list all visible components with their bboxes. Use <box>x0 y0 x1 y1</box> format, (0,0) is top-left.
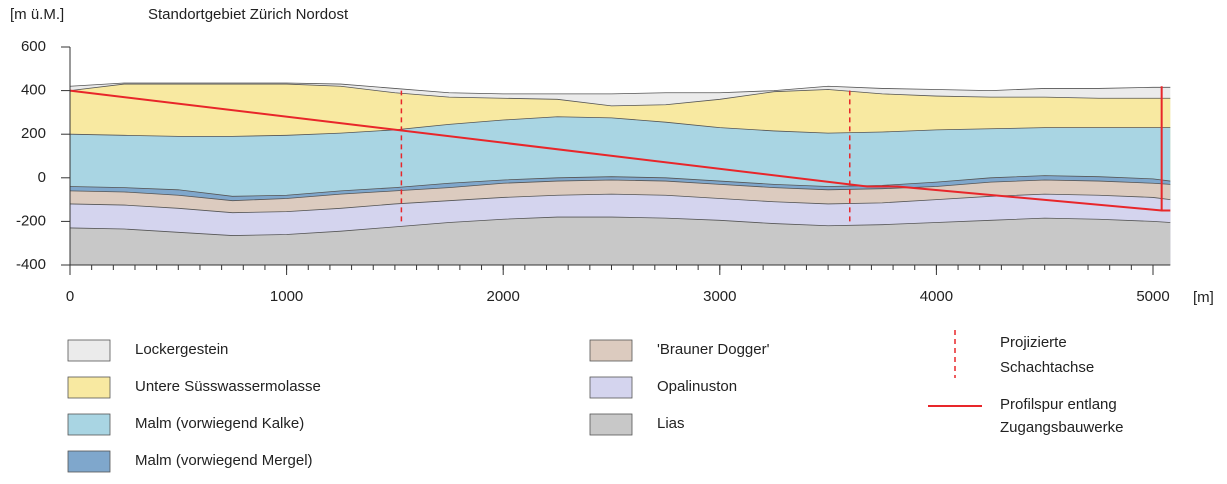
x-axis-label: [m] <box>1193 289 1214 306</box>
chart-title: Standortgebiet Zürich Nordost <box>148 6 349 23</box>
legend-label: Zugangsbauwerke <box>1000 419 1123 436</box>
legend-label: 'Brauner Dogger' <box>657 341 770 358</box>
legend-label: Projizierte <box>1000 334 1067 351</box>
legend-swatch <box>68 340 110 361</box>
x-tick-label: 4000 <box>920 288 953 305</box>
x-tick-label: 1000 <box>270 288 303 305</box>
legend-swatch <box>68 377 110 398</box>
x-tick-label: 2000 <box>487 288 520 305</box>
legend-label: Opalinuston <box>657 378 737 395</box>
legend-label: Malm (vorwiegend Mergel) <box>135 452 313 469</box>
y-tick-label: -200 <box>16 212 46 229</box>
legend-label: Lockergestein <box>135 341 228 358</box>
x-tick-label: 0 <box>66 288 74 305</box>
y-tick-label: 600 <box>21 38 46 55</box>
legend-swatch <box>590 377 632 398</box>
y-tick-label: 200 <box>21 125 46 142</box>
legend-label: Schachtachse <box>1000 359 1094 376</box>
legend-swatch <box>68 451 110 472</box>
legend-swatch <box>590 414 632 435</box>
legend-swatch <box>68 414 110 435</box>
y-tick-label: 400 <box>21 82 46 99</box>
legend-swatch <box>590 340 632 361</box>
x-tick-label: 5000 <box>1136 288 1169 305</box>
legend-label: Profilspur entlang <box>1000 396 1117 413</box>
y-tick-label: 0 <box>38 169 46 186</box>
legend-label: Malm (vorwiegend Kalke) <box>135 415 304 432</box>
y-axis-label: [m ü.M.] <box>10 6 64 23</box>
legend-label: Lias <box>657 415 685 432</box>
chart: [m ü.M.] Standortgebiet Zürich Nordost [… <box>0 0 1227 479</box>
y-tick-label: -400 <box>16 256 46 273</box>
legend-label: Untere Süsswassermolasse <box>135 378 321 395</box>
x-tick-label: 3000 <box>703 288 736 305</box>
